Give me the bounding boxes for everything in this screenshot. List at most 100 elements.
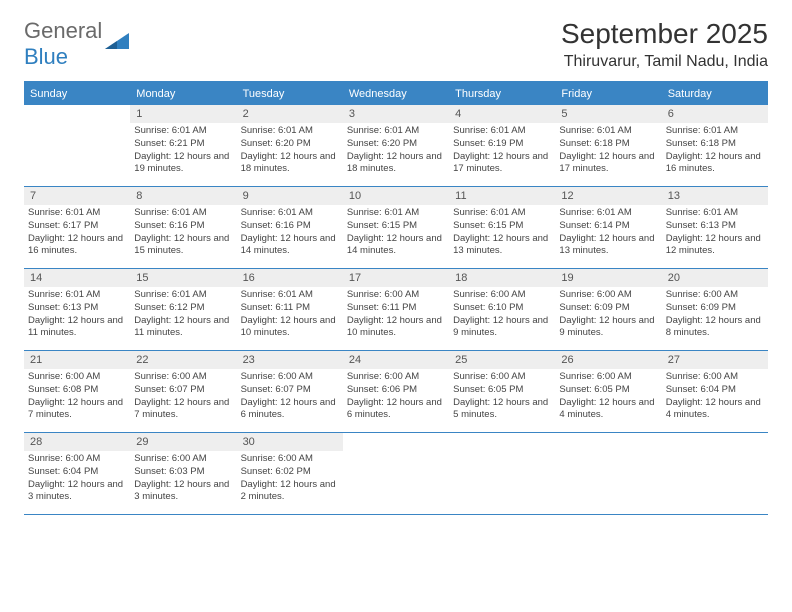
day-details: Sunrise: 6:00 AMSunset: 6:04 PMDaylight:… (24, 453, 130, 504)
calendar-grid: SundayMondayTuesdayWednesdayThursdayFrid… (24, 81, 768, 515)
dow-header: Tuesday (237, 83, 343, 105)
day-cell: 25 Sunrise: 6:00 AMSunset: 6:05 PMDayligh… (449, 351, 555, 433)
day-number: 2 (237, 105, 343, 123)
day-cell: 20 Sunrise: 6:00 AMSunset: 6:09 PMDayligh… (662, 269, 768, 351)
day-cell: 12 Sunrise: 6:01 AMSunset: 6:14 PMDayligh… (555, 187, 661, 269)
day-number: 29 (130, 433, 236, 451)
day-number: 14 (24, 269, 130, 287)
day-details: Sunrise: 6:01 AMSunset: 6:14 PMDaylight:… (555, 207, 661, 258)
dow-header: Thursday (449, 83, 555, 105)
day-cell: 1Sunrise: 6:01 AMSunset: 6:21 PMDaylight… (130, 105, 236, 187)
day-number: 17 (343, 269, 449, 287)
day-cell (343, 433, 449, 515)
dow-header: Sunday (24, 83, 130, 105)
day-number: 26 (555, 351, 661, 369)
day-details: Sunrise: 6:00 AMSunset: 6:08 PMDaylight:… (24, 371, 130, 422)
day-number: 22 (130, 351, 236, 369)
day-cell: 10 Sunrise: 6:01 AMSunset: 6:15 PMDayligh… (343, 187, 449, 269)
day-number: 16 (237, 269, 343, 287)
day-details: Sunrise: 6:01 AMSunset: 6:13 PMDaylight:… (24, 289, 130, 340)
logo-text-blue: Blue (24, 44, 68, 69)
day-details: Sunrise: 6:01 AMSunset: 6:11 PMDaylight:… (237, 289, 343, 340)
day-number: 28 (24, 433, 130, 451)
day-cell: 15Sunrise: 6:01 AMSunset: 6:12 PMDayligh… (130, 269, 236, 351)
day-number: 18 (449, 269, 555, 287)
dow-header: Wednesday (343, 83, 449, 105)
day-details: Sunrise: 6:01 AMSunset: 6:17 PMDaylight:… (24, 207, 130, 258)
day-details: Sunrise: 6:00 AMSunset: 6:06 PMDaylight:… (343, 371, 449, 422)
day-details: Sunrise: 6:01 AMSunset: 6:16 PMDaylight:… (237, 207, 343, 258)
title-block: September 2025 Thiruvarur, Tamil Nadu, I… (561, 18, 768, 71)
day-number: 27 (662, 351, 768, 369)
day-number: 6 (662, 105, 768, 123)
day-cell: 3 Sunrise: 6:01 AMSunset: 6:20 PMDaylight… (343, 105, 449, 187)
day-details: Sunrise: 6:01 AMSunset: 6:15 PMDaylight:… (343, 207, 449, 258)
day-number: 7 (24, 187, 130, 205)
day-cell: 19 Sunrise: 6:00 AMSunset: 6:09 PMDayligh… (555, 269, 661, 351)
day-details: Sunrise: 6:00 AMSunset: 6:05 PMDaylight:… (449, 371, 555, 422)
day-number: 21 (24, 351, 130, 369)
day-details: Sunrise: 6:01 AMSunset: 6:19 PMDaylight:… (449, 125, 555, 176)
day-cell: 27 Sunrise: 6:00 AMSunset: 6:04 PMDayligh… (662, 351, 768, 433)
day-details: Sunrise: 6:01 AMSunset: 6:20 PMDaylight:… (237, 125, 343, 176)
day-cell: 29 Sunrise: 6:00 AMSunset: 6:03 PMDayligh… (130, 433, 236, 515)
day-number: 9 (237, 187, 343, 205)
day-cell (662, 433, 768, 515)
day-cell: 30 Sunrise: 6:00 AMSunset: 6:02 PMDayligh… (237, 433, 343, 515)
day-details: Sunrise: 6:00 AMSunset: 6:05 PMDaylight:… (555, 371, 661, 422)
dow-header: Friday (555, 83, 661, 105)
day-details: Sunrise: 6:01 AMSunset: 6:15 PMDaylight:… (449, 207, 555, 258)
day-cell: 26 Sunrise: 6:00 AMSunset: 6:05 PMDayligh… (555, 351, 661, 433)
day-cell: 4 Sunrise: 6:01 AMSunset: 6:19 PMDaylight… (449, 105, 555, 187)
day-cell: 6Sunrise: 6:01 AMSunset: 6:18 PMDaylight… (662, 105, 768, 187)
logo-text-general: General (24, 18, 102, 43)
day-cell: 5 Sunrise: 6:01 AMSunset: 6:18 PMDaylight… (555, 105, 661, 187)
logo: General Blue (24, 18, 131, 70)
day-details: Sunrise: 6:01 AMSunset: 6:13 PMDaylight:… (662, 207, 768, 258)
day-details: Sunrise: 6:01 AMSunset: 6:20 PMDaylight:… (343, 125, 449, 176)
day-number: 8 (130, 187, 236, 205)
day-number: 11 (449, 187, 555, 205)
day-number: 23 (237, 351, 343, 369)
day-cell (24, 105, 130, 187)
day-details: Sunrise: 6:00 AMSunset: 6:03 PMDaylight:… (130, 453, 236, 504)
day-details: Sunrise: 6:00 AMSunset: 6:09 PMDaylight:… (662, 289, 768, 340)
day-details: Sunrise: 6:00 AMSunset: 6:04 PMDaylight:… (662, 371, 768, 422)
day-details: Sunrise: 6:01 AMSunset: 6:18 PMDaylight:… (555, 125, 661, 176)
day-number: 3 (343, 105, 449, 123)
day-number: 4 (449, 105, 555, 123)
day-cell: 14 Sunrise: 6:01 AMSunset: 6:13 PMDayligh… (24, 269, 130, 351)
day-cell: 18Sunrise: 6:00 AMSunset: 6:10 PMDayligh… (449, 269, 555, 351)
day-cell: 13 Sunrise: 6:01 AMSunset: 6:13 PMDayligh… (662, 187, 768, 269)
day-number: 10 (343, 187, 449, 205)
day-cell (449, 433, 555, 515)
day-number: 20 (662, 269, 768, 287)
day-cell: 16 Sunrise: 6:01 AMSunset: 6:11 PMDayligh… (237, 269, 343, 351)
day-details: Sunrise: 6:00 AMSunset: 6:02 PMDaylight:… (237, 453, 343, 504)
logo-triangle-icon (105, 31, 131, 51)
day-number: 5 (555, 105, 661, 123)
day-cell: 23Sunrise: 6:00 AMSunset: 6:07 PMDayligh… (237, 351, 343, 433)
day-number: 19 (555, 269, 661, 287)
day-number: 15 (130, 269, 236, 287)
day-cell: 2 Sunrise: 6:01 AMSunset: 6:20 PMDaylight… (237, 105, 343, 187)
day-cell: 11 Sunrise: 6:01 AMSunset: 6:15 PMDayligh… (449, 187, 555, 269)
logo-text: General Blue (24, 18, 102, 70)
day-cell: 7 Sunrise: 6:01 AMSunset: 6:17 PMDaylight… (24, 187, 130, 269)
day-details: Sunrise: 6:00 AMSunset: 6:07 PMDaylight:… (130, 371, 236, 422)
day-number: 25 (449, 351, 555, 369)
location: Thiruvarur, Tamil Nadu, India (561, 53, 768, 71)
dow-header: Saturday (662, 83, 768, 105)
day-details: Sunrise: 6:00 AMSunset: 6:09 PMDaylight:… (555, 289, 661, 340)
day-cell (555, 433, 661, 515)
day-details: Sunrise: 6:00 AMSunset: 6:11 PMDaylight:… (343, 289, 449, 340)
day-cell: 17 Sunrise: 6:00 AMSunset: 6:11 PMDayligh… (343, 269, 449, 351)
day-number: 30 (237, 433, 343, 451)
day-cell: 24 Sunrise: 6:00 AMSunset: 6:06 PMDayligh… (343, 351, 449, 433)
day-number: 12 (555, 187, 661, 205)
day-details: Sunrise: 6:01 AMSunset: 6:16 PMDaylight:… (130, 207, 236, 258)
dow-header: Monday (130, 83, 236, 105)
day-number: 24 (343, 351, 449, 369)
day-number: 13 (662, 187, 768, 205)
day-number: 1 (130, 105, 236, 123)
